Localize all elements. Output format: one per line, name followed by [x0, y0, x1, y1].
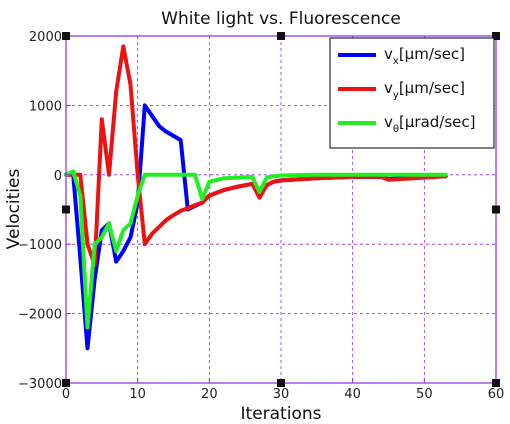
series-line-1: [64, 44, 448, 267]
selection-handle[interactable]: [62, 379, 70, 387]
selection-handle[interactable]: [62, 32, 70, 40]
selection-handle[interactable]: [492, 32, 500, 40]
grid-lines: [66, 36, 496, 383]
chart-title: White light vs. Fluorescence: [161, 9, 401, 29]
y-tick-labels: −3000 −2000 −1000 0 1000 2000: [18, 30, 62, 392]
x-axis-title: Iterations: [241, 404, 322, 424]
legend-label-1: vy[μm/sec]: [384, 79, 465, 101]
legend-label-0: vx[μm/sec]: [384, 45, 465, 67]
x-tick-label: 40: [344, 387, 361, 402]
x-tick-label: 50: [416, 387, 433, 402]
selection-handle[interactable]: [277, 32, 285, 40]
x-tick-label: 10: [129, 387, 146, 402]
x-tick-label: 60: [488, 387, 505, 402]
x-tick-label: 0: [62, 387, 70, 402]
selection-handles[interactable]: [62, 32, 500, 387]
y-tick-label: 1000: [29, 99, 62, 114]
selection-handle[interactable]: [492, 379, 500, 387]
selection-handle[interactable]: [492, 205, 500, 214]
y-tick-label: 0: [54, 169, 62, 184]
y-tick-label: −1000: [18, 238, 62, 253]
y-tick-label: −2000: [18, 308, 62, 323]
legend-label-2: vθ[μrad/sec]: [384, 113, 476, 135]
selection-handle[interactable]: [62, 205, 70, 214]
y-tick-label: −3000: [18, 377, 62, 392]
y-tick-label: 2000: [29, 30, 62, 45]
series-line-2: [64, 169, 448, 330]
selection-handle[interactable]: [277, 379, 285, 387]
x-tick-labels: 0 10 20 30 40 50 60: [62, 387, 504, 402]
legend: vx[μm/sec] vy[μm/sec] vθ[μrad/sec]: [329, 37, 495, 149]
x-tick-label: 30: [273, 387, 290, 402]
y-axis-title: Velocities: [4, 169, 24, 250]
x-tick-label: 20: [201, 387, 218, 402]
series-lines: [64, 44, 448, 351]
